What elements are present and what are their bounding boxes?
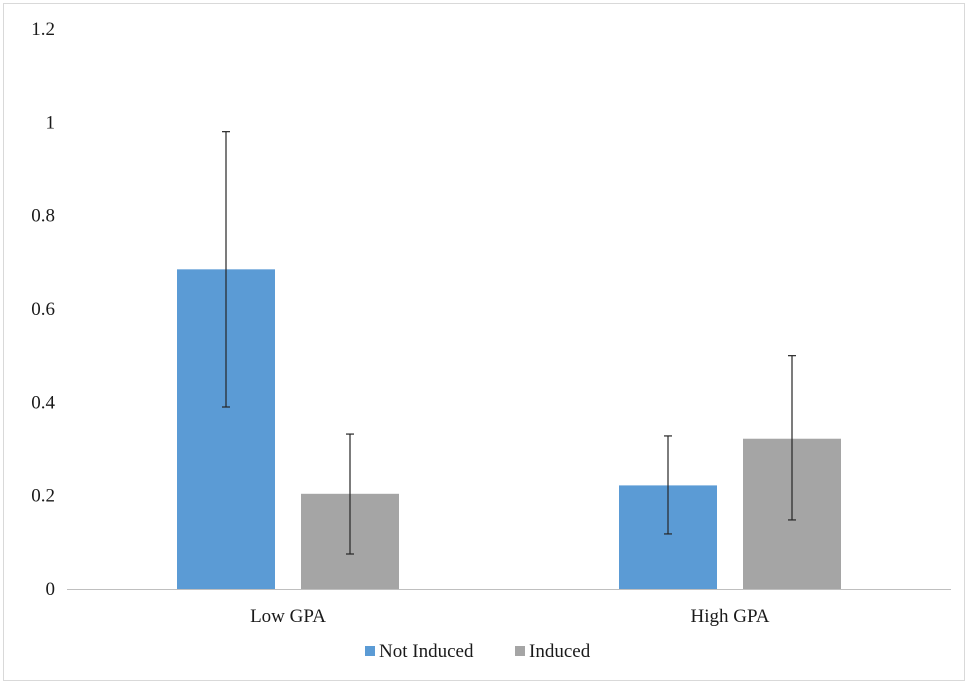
y-tick-label: 0.2 [31, 486, 55, 507]
y-tick-label: 0.6 [31, 299, 55, 320]
y-tick-label: 0.8 [31, 206, 55, 227]
x-tick-label: Low GPA [250, 606, 326, 627]
error-bar [664, 435, 672, 535]
error-bar [222, 131, 230, 408]
y-tick-label: 0.4 [31, 392, 55, 413]
x-axis-tick-labels: Low GPA High GPA [250, 606, 770, 627]
y-axis-tick-labels: 0 0.2 0.4 0.6 0.8 1 1.2 [31, 19, 55, 600]
legend: Not Induced Induced [365, 641, 591, 662]
error-bar [346, 433, 354, 555]
legend-swatch [365, 646, 375, 656]
legend-item: Induced [515, 641, 591, 662]
y-tick-label: 1.2 [31, 19, 55, 40]
y-tick-label: 1 [46, 112, 56, 133]
error-bars [222, 131, 796, 555]
x-tick-label: High GPA [690, 606, 769, 627]
error-bar [788, 355, 796, 521]
legend-label: Not Induced [379, 641, 474, 662]
y-tick-label: 0 [46, 579, 56, 600]
chart-frame: 0 0.2 0.4 0.6 0.8 1 1.2 Low GPA High GPA Not In… [3, 3, 965, 681]
legend-label: Induced [529, 641, 591, 662]
legend-item: Not Induced [365, 641, 474, 662]
bars [177, 269, 841, 589]
legend-swatch [515, 646, 525, 656]
bar-chart: 0 0.2 0.4 0.6 0.8 1 1.2 Low GPA High GPA Not In… [31, 19, 951, 662]
